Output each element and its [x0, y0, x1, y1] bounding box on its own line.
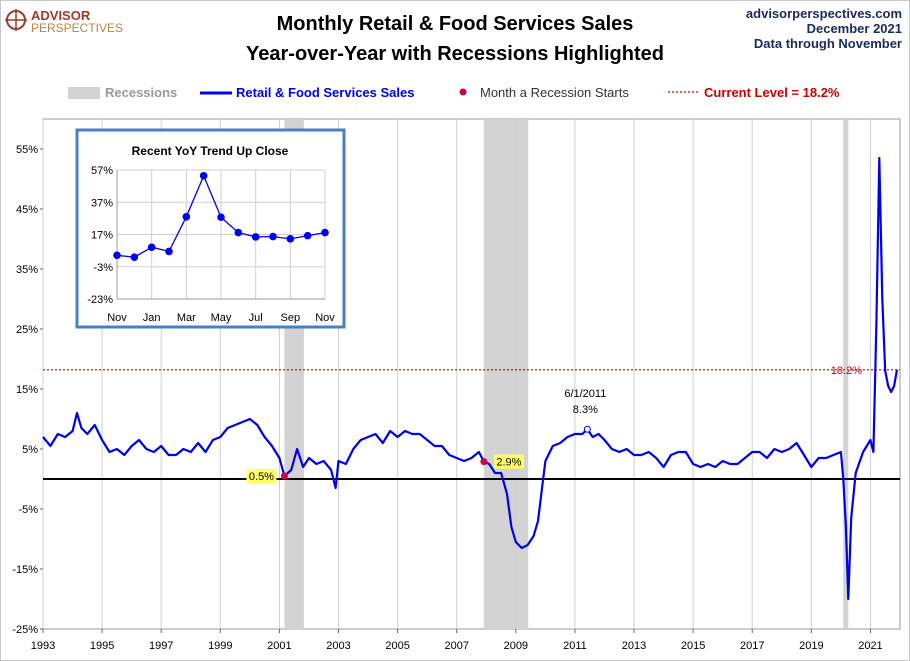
- y-tick-label: -25%: [12, 624, 38, 636]
- recession-start-label: 2.9%: [496, 457, 521, 469]
- recession-start-label-bg: [246, 469, 277, 483]
- chart-title: Monthly Retail & Food Services Sales: [277, 13, 634, 35]
- x-tick-label: 1993: [31, 640, 55, 652]
- inset-x-tick-label: Mar: [177, 312, 196, 324]
- legend: Recessions Retail & Food Services Sales …: [68, 85, 840, 100]
- inset-x-ticks: Nov Jan Mar May Jul Sep Nov: [107, 312, 335, 324]
- y-tick-label: 25%: [16, 324, 38, 336]
- inset-chart: Recent YoY Trend Up Close -23% -3% 17% 37% 5…: [75, 128, 346, 329]
- recession-start-label: 0.5%: [249, 471, 274, 483]
- inset-x-tick-label: Nov: [315, 312, 335, 324]
- x-tick-label: 1995: [90, 640, 114, 652]
- date-text: December 2021: [807, 21, 902, 36]
- y-tick-label: 55%: [16, 144, 38, 156]
- source-text: advisorperspectives.com: [746, 6, 902, 21]
- inset-series: [113, 172, 329, 262]
- inset-data-point: [286, 235, 295, 243]
- logo-top-text: ADVISOR: [31, 8, 91, 23]
- x-tick-label: 2001: [267, 640, 291, 652]
- inset-grid: [116, 169, 326, 300]
- inset-data-point: [130, 253, 139, 262]
- y-tick-label: -5%: [18, 504, 38, 516]
- annotation-date-label: 6/1/2011: [564, 388, 606, 400]
- logo: ADVISOR PERSPECTIVES: [5, 8, 123, 35]
- inset-data-point: [113, 251, 121, 260]
- x-axis-ticks: 1993 1995 1997 1999 2001 2003 2005 2007 2009 2011…: [31, 629, 883, 652]
- x-tick-label: 2017: [740, 640, 764, 652]
- recession-start-markers: 0.5% 2.9%: [246, 454, 524, 483]
- x-tick-label: 2003: [326, 640, 350, 652]
- x-tick-label: 2013: [622, 640, 646, 652]
- inset-x-tick-label: Sep: [281, 312, 301, 324]
- legend-recession-start-label: Month a Recession Starts: [480, 85, 629, 100]
- peak-annotation: 6/1/2011 8.3%: [564, 388, 606, 433]
- inset-data-point: [199, 172, 208, 180]
- inset-y-tick-label: 37%: [91, 197, 113, 209]
- chart-subtitle: Year-over-Year with Recessions Highlight…: [246, 43, 664, 65]
- logo-bottom-text: PERSPECTIVES: [31, 21, 123, 35]
- x-tick-label: 1999: [208, 640, 232, 652]
- data-through-text: Data through November: [754, 36, 902, 51]
- current-level-label: 18.2%: [831, 365, 862, 377]
- inset-data-point: [269, 232, 277, 241]
- inset-data-point: [165, 247, 173, 256]
- inset-y-tick-label: 17%: [91, 230, 113, 242]
- inset-data-point: [147, 243, 156, 252]
- x-tick-label: 2015: [681, 640, 705, 652]
- x-tick-label: 2021: [858, 640, 882, 652]
- y-tick-label: 45%: [16, 204, 38, 216]
- legend-current-level-label: Current Level = 18.2%: [704, 85, 840, 100]
- legend-recessions-label: Recessions: [105, 85, 177, 100]
- recession-band-2: [843, 119, 849, 629]
- inset-y-tick-label: -23%: [87, 294, 113, 306]
- legend-series-label: Retail & Food Services Sales: [236, 85, 414, 100]
- inset-y-tick-label: 57%: [91, 165, 113, 177]
- series-line: [42, 156, 899, 601]
- inset-x-tick-label: Nov: [107, 312, 127, 324]
- y-tick-label: 5%: [22, 444, 38, 456]
- legend-recession-start-marker: [459, 88, 467, 96]
- y-axis-ticks: -25% -15% -5% 5% 15% 25% 35% 45% 55%: [12, 144, 43, 636]
- y-tick-label: 15%: [16, 384, 38, 396]
- x-tick-label: 1997: [149, 640, 173, 652]
- recession-start-marker: [280, 472, 288, 480]
- legend-recession-swatch: [68, 87, 100, 99]
- y-tick-label: -15%: [12, 564, 38, 576]
- inset-data-point: [303, 231, 312, 240]
- x-tick-label: 2019: [799, 640, 823, 652]
- retail-sales-series-line: [42, 156, 899, 601]
- inset-data-point: [217, 213, 225, 222]
- inset-data-point: [251, 233, 260, 241]
- inset-y-ticks: -23% -3% 17% 37% 57%: [87, 165, 113, 306]
- inset-y-tick-label: -3%: [93, 262, 113, 274]
- recession-start-label-bg: [493, 454, 524, 469]
- recession-bands: [284, 119, 849, 629]
- inset-data-point: [234, 228, 243, 237]
- inset-data-point: [182, 212, 191, 221]
- inset-title: Recent YoY Trend Up Close: [132, 144, 289, 158]
- annotation-value-label: 8.3%: [573, 404, 598, 416]
- annotation-marker: [583, 425, 591, 433]
- inset-frame: [75, 128, 346, 329]
- inset-x-tick-label: Jul: [249, 312, 263, 324]
- recession-band-1: [483, 119, 529, 629]
- x-tick-label: 2007: [444, 640, 468, 652]
- inset-x-tick-label: Jan: [143, 312, 161, 324]
- inset-data-point: [321, 228, 329, 237]
- x-tick-label: 2011: [563, 640, 587, 652]
- y-tick-label: 35%: [16, 264, 38, 276]
- inset-x-tick-label: May: [211, 312, 232, 324]
- current-level-line: 18.2%: [43, 365, 900, 377]
- x-tick-label: 2005: [385, 640, 409, 652]
- recession-start-marker: [480, 458, 488, 466]
- x-tick-label: 2009: [504, 640, 528, 652]
